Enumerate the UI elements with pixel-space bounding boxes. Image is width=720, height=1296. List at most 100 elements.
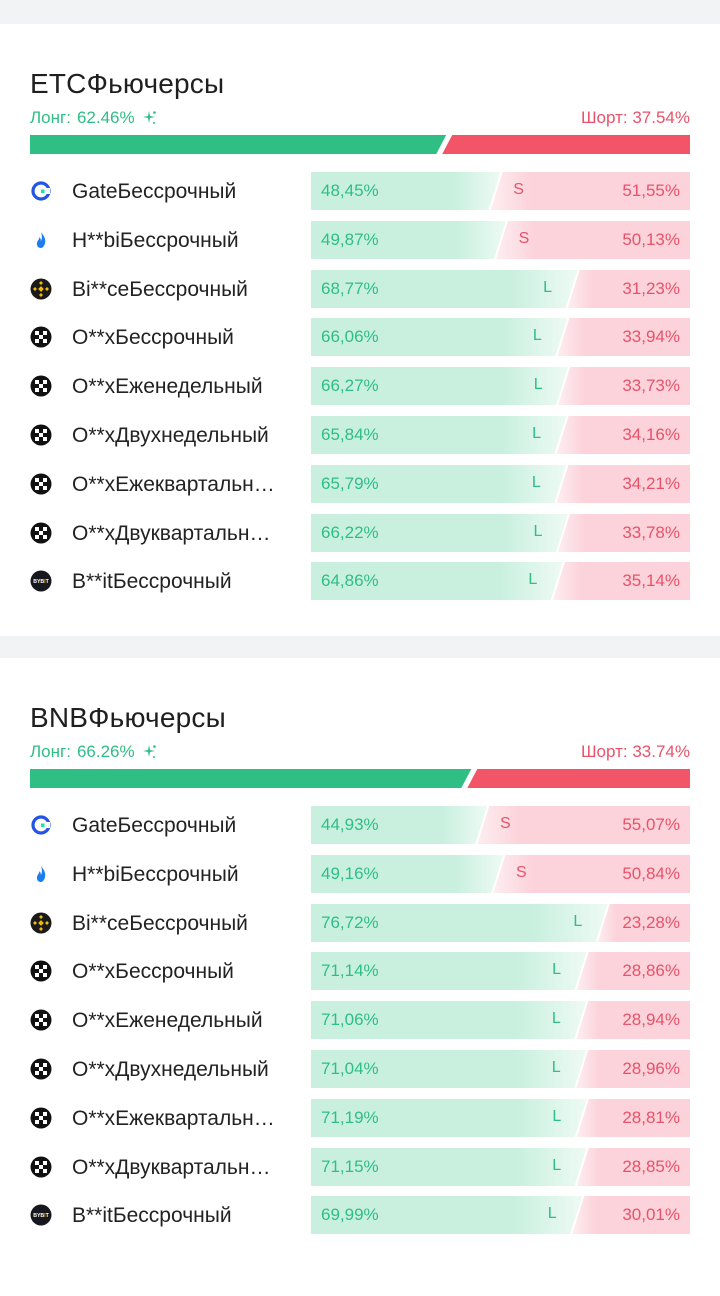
short-dominant-badge: S <box>499 815 511 832</box>
long-short-bar: 66,27% 33,73% L <box>311 367 690 406</box>
exchange-row[interactable]: O**xДвуквартальн… 71,15% 28,85% L <box>30 1147 690 1186</box>
short-fill <box>576 1147 690 1186</box>
exchange-row[interactable]: O**xБессрочный 66,06% 33,94% L <box>30 318 690 357</box>
short-percent: 28,85% <box>622 1156 680 1176</box>
long-value: 66.26% <box>76 742 135 761</box>
long-fill <box>311 1001 587 1040</box>
short-summary: Шорт: 37.54% <box>581 108 690 128</box>
long-dominant-badge: L <box>533 376 543 394</box>
short-percent: 35,14% <box>622 571 680 591</box>
long-percent: 49,87% <box>321 229 379 249</box>
exchange-name: B**itБессрочный <box>72 570 232 594</box>
exchange-name: H**biБессрочный <box>72 228 239 252</box>
exchange-row[interactable]: Bi**ceБессрочный 76,72% 23,28% L <box>30 903 690 942</box>
exchange-row[interactable]: O**xЕженедельный 71,06% 28,94% L <box>30 1001 690 1040</box>
short-fill <box>597 903 690 942</box>
htx-icon <box>30 229 52 251</box>
exchange-row[interactable]: O**xЕжеквартальн… 71,19% 28,81% L <box>30 1098 690 1137</box>
long-short-bar: 49,16% 50,84% S <box>311 854 690 893</box>
section-title: BNBФьючерсы <box>30 702 226 733</box>
okx-icon <box>30 326 52 348</box>
long-fill <box>311 562 563 601</box>
exchange-row[interactable]: O**xЕженедельный 66,27% 33,73% L <box>30 367 690 406</box>
exchange-name: O**xДвуквартальн… <box>72 1155 271 1179</box>
exchange-row[interactable]: Bi**ceБессрочный 68,77% 31,23% L <box>30 269 690 308</box>
short-percent: 31,23% <box>622 278 680 298</box>
long-percent: 48,45% <box>321 181 379 200</box>
exchange-row[interactable]: O**xБессрочный 71,14% 28,86% L <box>30 952 690 991</box>
short-ratio-fill <box>467 769 690 788</box>
exchange-name: O**xБессрочный <box>72 326 234 350</box>
long-short-bar: 71,15% 28,85% L <box>311 1147 690 1186</box>
long-short-bar: 71,14% 28,86% L <box>311 952 690 991</box>
exchange-row[interactable]: O**xДвухнедельный 71,04% 28,96% L <box>30 1050 690 1088</box>
bybit-icon: BYBIT <box>30 1204 52 1226</box>
long-short-bar: 69,99% 30,01% L <box>311 1196 690 1235</box>
long-percent: 66,22% <box>321 522 379 542</box>
long-short-bar: 71,04% 28,96% L <box>311 1050 690 1088</box>
svg-text:BYBIT: BYBIT <box>33 579 49 585</box>
long-fill <box>311 952 587 991</box>
long-dominant-badge: L <box>552 961 562 979</box>
short-label-text: Шорт: <box>580 108 633 127</box>
short-percent: 33,78% <box>622 522 680 542</box>
long-short-bar: 65,84% 34,16% L <box>311 416 690 454</box>
long-dominant-badge: L <box>532 425 541 442</box>
sparkle-icon[interactable] <box>141 110 157 126</box>
long-dominant-badge: L <box>543 278 553 296</box>
okx-icon <box>30 522 52 544</box>
short-label-text: Шорт: <box>580 742 633 761</box>
exchange-row[interactable]: O**xДвуквартальн… 66,22% 33,78% L <box>30 513 690 552</box>
long-fill <box>311 318 568 357</box>
exchange-name: Bi**ceБессрочный <box>72 911 248 935</box>
short-percent: 28,86% <box>622 961 680 981</box>
okx-icon <box>30 1009 52 1031</box>
short-dominant-badge: S <box>513 181 524 198</box>
long-dominant-badge: L <box>552 1107 562 1125</box>
long-summary: Лонг: 62.46% <box>30 108 157 128</box>
short-percent: 34,16% <box>622 425 680 444</box>
exchange-row[interactable]: BYBIT B**itБессрочный 64,86% 35,14% L <box>30 562 690 601</box>
exchange-row[interactable]: GateБессрочный 44,93% 55,07% S <box>30 806 690 844</box>
long-percent: 65,79% <box>321 473 379 493</box>
short-fill <box>556 464 690 503</box>
exchange-row[interactable]: H**biБессрочный 49,16% 50,84% S <box>30 854 690 893</box>
short-percent: 50,84% <box>622 863 680 883</box>
exchange-name: O**xДвуквартальн… <box>72 521 271 545</box>
long-percent: 66,06% <box>321 327 379 347</box>
short-fill <box>493 854 690 893</box>
okx-icon <box>30 1107 52 1129</box>
short-fill <box>490 172 690 210</box>
short-percent: 28,81% <box>622 1107 680 1127</box>
short-value: 37.54% <box>632 108 690 127</box>
long-fill <box>311 513 568 552</box>
long-dominant-badge: L <box>551 1059 561 1076</box>
exchange-row[interactable]: O**xДвухнедельный 65,84% 34,16% L <box>30 416 690 454</box>
long-fill <box>311 416 567 454</box>
sparkle-icon[interactable] <box>141 744 157 760</box>
gate-icon <box>30 180 52 202</box>
exchange-row[interactable]: O**xЕжеквартальн… 65,79% 34,21% L <box>30 464 690 503</box>
long-dominant-badge: L <box>551 1010 561 1028</box>
long-short-bar: 49,87% 50,13% S <box>311 220 690 259</box>
okx-icon <box>30 473 52 495</box>
exchange-row[interactable]: BYBIT B**itБессрочный 69,99% 30,01% L <box>30 1196 690 1235</box>
exchange-name: GateБессрочный <box>72 814 237 837</box>
long-percent: 66,27% <box>321 376 379 396</box>
long-short-bar: 48,45% 51,55% S <box>311 172 690 210</box>
long-short-bar: 44,93% 55,07% S <box>311 806 690 844</box>
short-fill <box>477 806 690 844</box>
exchange-row[interactable]: GateБессрочный 48,45% 51,55% S <box>30 172 690 210</box>
long-percent: 64,86% <box>321 571 379 591</box>
long-short-bar: 64,86% 35,14% L <box>311 562 690 601</box>
section-divider <box>0 636 720 658</box>
short-ratio-fill <box>442 135 690 154</box>
futures-section: BNBФьючерсы Лонг: 66.26% Шорт: 33.74% GateБе… <box>0 658 720 1270</box>
exchange-name: O**xЕженедельный <box>72 1009 263 1033</box>
long-dominant-badge: L <box>533 522 543 540</box>
long-percent: 71,04% <box>321 1059 379 1078</box>
exchange-row[interactable]: H**biБессрочный 49,87% 50,13% S <box>30 220 690 259</box>
short-fill <box>496 220 690 259</box>
long-percent: 71,06% <box>321 1010 379 1030</box>
short-percent: 30,01% <box>622 1205 680 1225</box>
